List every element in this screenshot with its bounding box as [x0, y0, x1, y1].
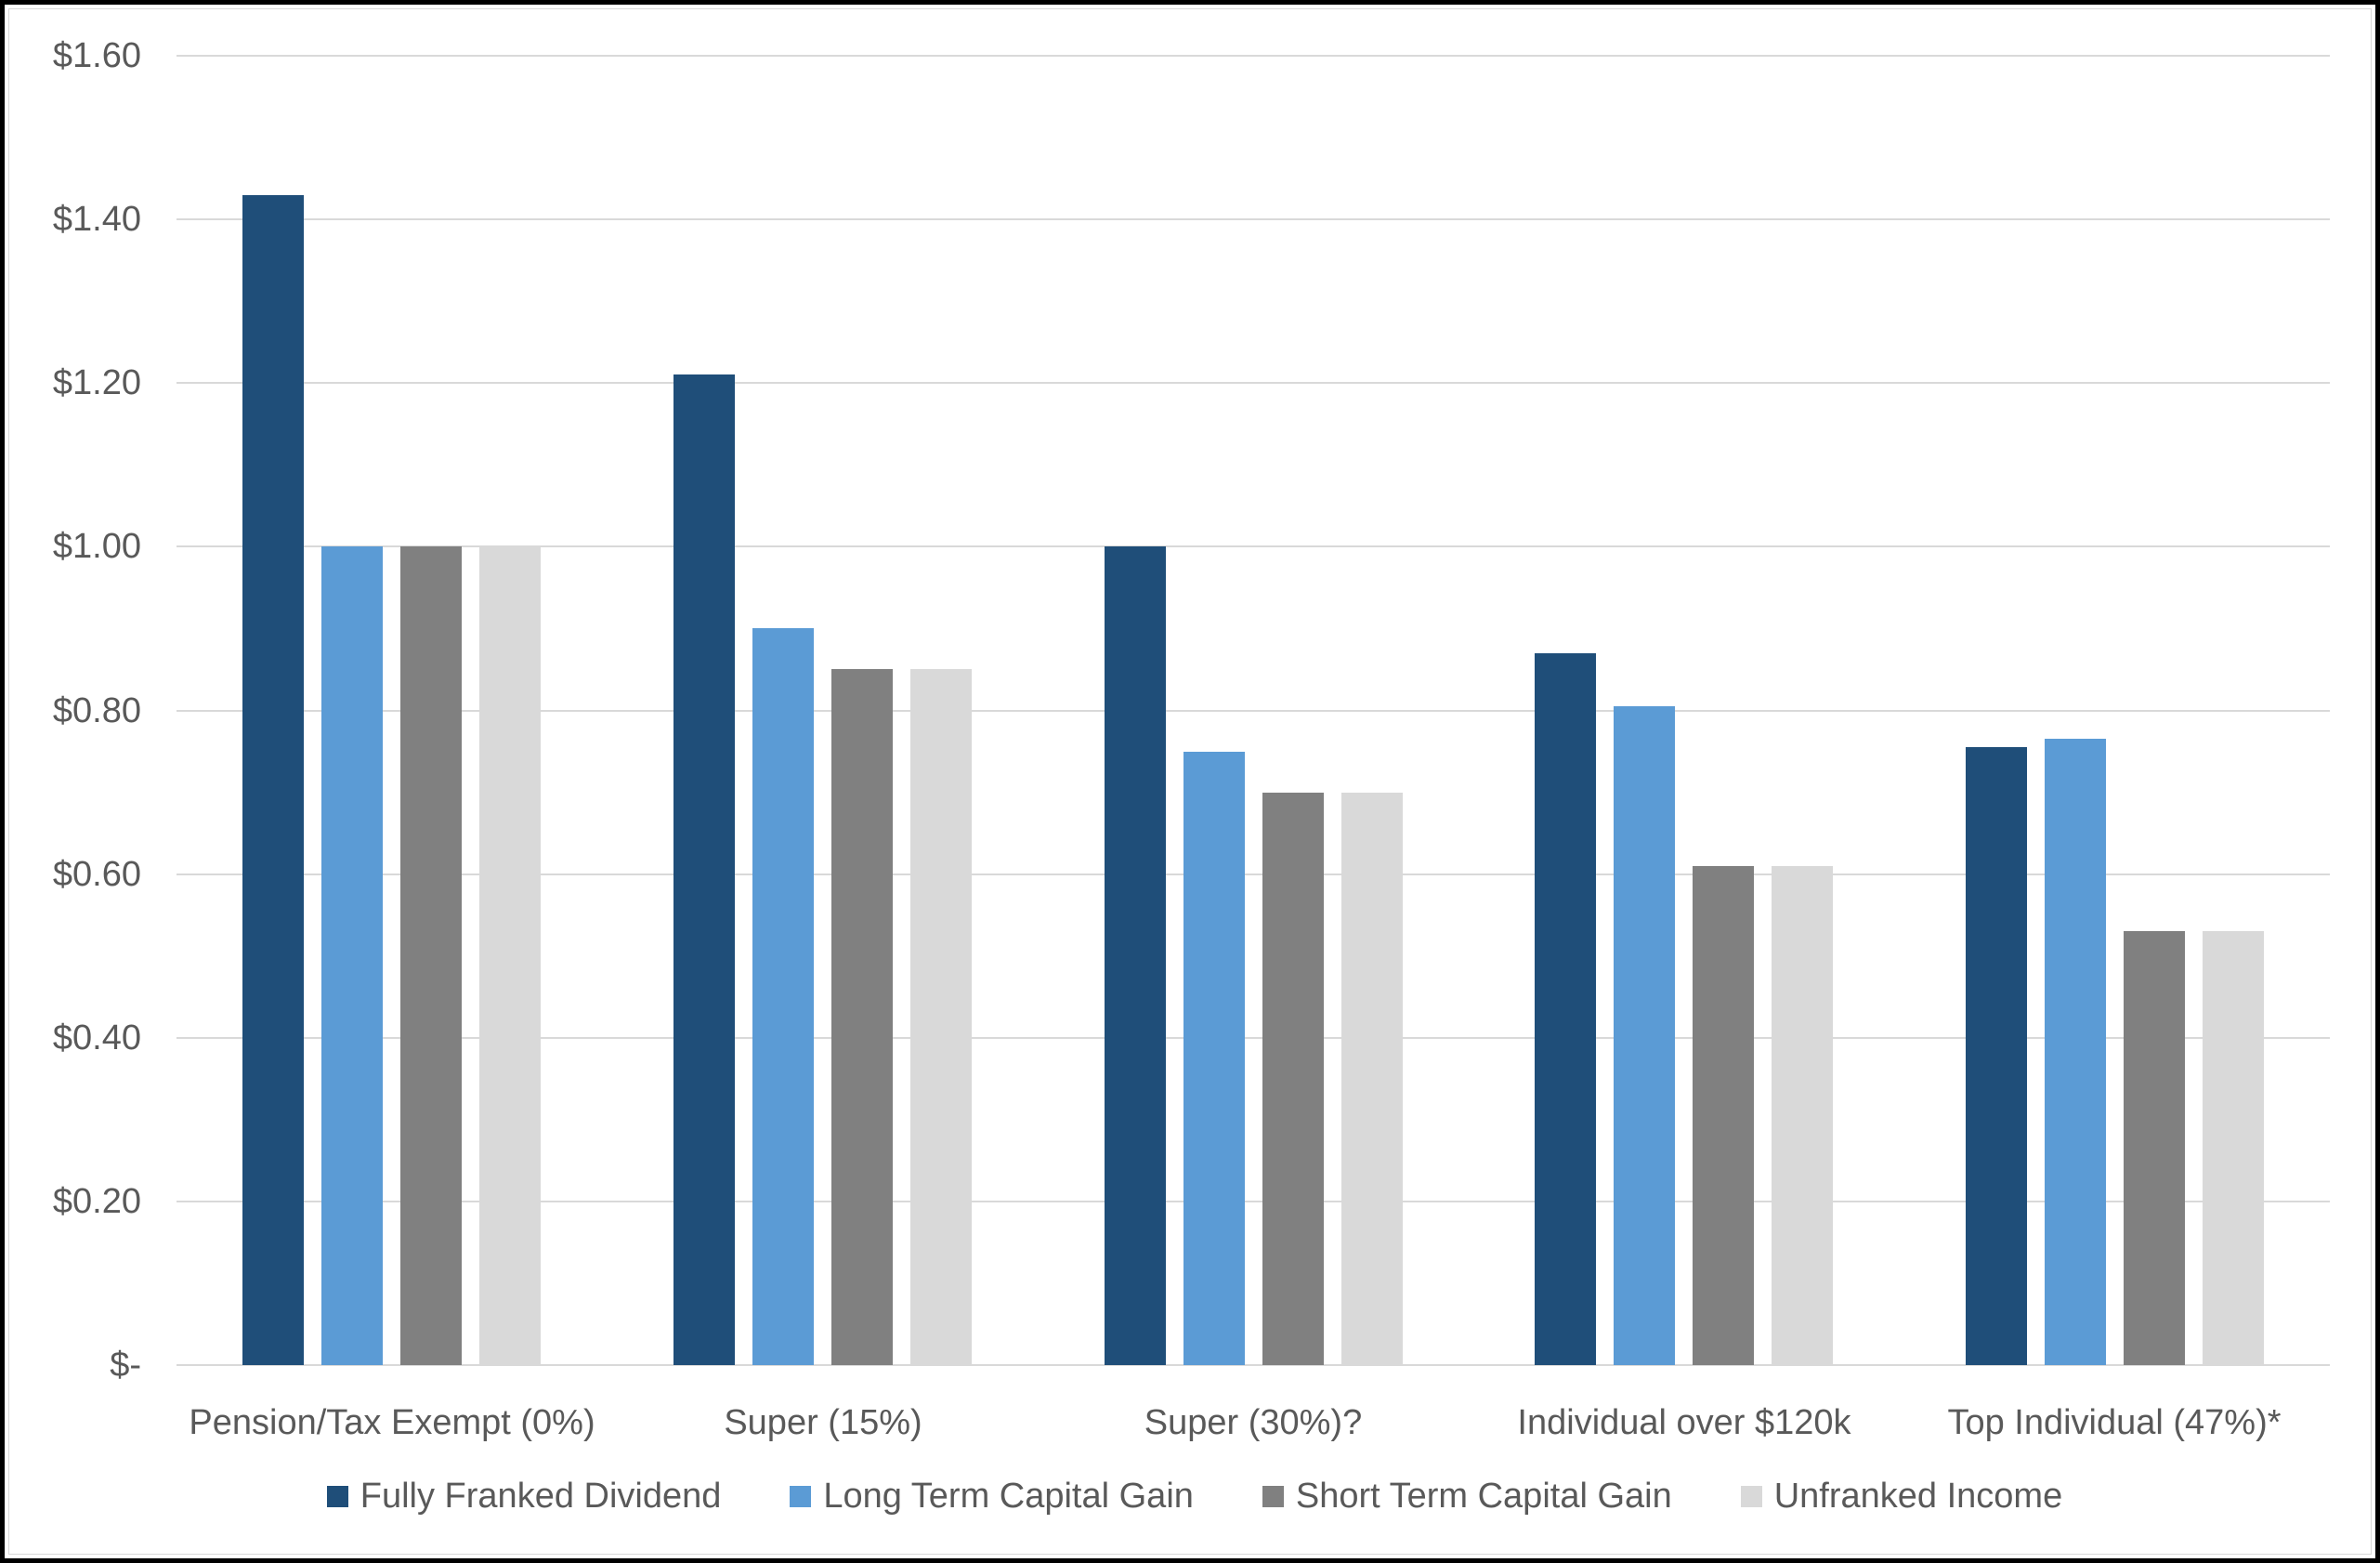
- gridline: [177, 382, 2330, 385]
- category-label-super-15: Super (15%): [724, 1403, 922, 1442]
- bar-long-term-capital-gain-individual-over-120k: [1614, 706, 1675, 1365]
- gridline: [177, 1364, 2330, 1366]
- plot-area: [177, 55, 2330, 1366]
- y-tick-label: $0.40: [52, 1018, 141, 1057]
- gridline: [177, 218, 2330, 221]
- bar-unfranked-income-pension-tax-exempt-0: [479, 546, 541, 1365]
- legend-marker-icon: [790, 1486, 812, 1507]
- category-label-top-individual-47: Top Individual (47%)*: [1947, 1403, 2282, 1442]
- gridline: [177, 55, 2330, 57]
- legend-item-fully-franked-dividend: Fully Franked Dividend: [326, 1477, 722, 1517]
- legend-marker-icon: [1740, 1486, 1762, 1507]
- legend-item-long-term-capital-gain: Long Term Capital Gain: [790, 1477, 1194, 1517]
- y-tick-label: $0.60: [52, 855, 141, 894]
- bar-unfranked-income-top-individual-47: [2203, 931, 2264, 1365]
- bar-fully-franked-dividend-super-30: [1105, 546, 1166, 1365]
- bar-fully-franked-dividend-super-15: [673, 374, 735, 1365]
- y-tick-label: $1.40: [52, 200, 141, 239]
- bar-short-term-capital-gain-top-individual-47: [2124, 931, 2185, 1365]
- gridline: [177, 873, 2330, 875]
- bar-long-term-capital-gain-pension-tax-exempt-0: [321, 546, 383, 1365]
- gridline: [177, 545, 2330, 548]
- legend: Fully Franked Dividend Long Term Capital …: [5, 1477, 2380, 1517]
- bar-short-term-capital-gain-individual-over-120k: [1693, 866, 1754, 1365]
- bar-fully-franked-dividend-individual-over-120k: [1535, 653, 1596, 1365]
- category-label-pension-tax-exempt-0: Pension/Tax Exempt (0%): [189, 1403, 595, 1442]
- legend-label: Short Term Capital Gain: [1295, 1477, 1672, 1516]
- legend-marker-icon: [1262, 1486, 1284, 1507]
- gridline: [177, 1200, 2330, 1202]
- legend-marker-icon: [326, 1486, 348, 1507]
- bar-fully-franked-dividend-pension-tax-exempt-0: [242, 195, 304, 1365]
- category-label-super-30: Super (30%)?: [1144, 1403, 1363, 1442]
- category-label-individual-over-120k: Individual over $120k: [1517, 1403, 1851, 1442]
- bar-long-term-capital-gain-super-30: [1183, 752, 1245, 1365]
- y-tick-label: $1.20: [52, 363, 141, 402]
- bar-unfranked-income-super-15: [910, 669, 972, 1365]
- bar-long-term-capital-gain-super-15: [752, 628, 814, 1365]
- gridline: [177, 709, 2330, 712]
- bar-long-term-capital-gain-top-individual-47: [2045, 739, 2106, 1365]
- gridline: [177, 1036, 2330, 1039]
- legend-label: Long Term Capital Gain: [823, 1477, 1194, 1516]
- bar-unfranked-income-super-30: [1341, 793, 1403, 1365]
- bar-short-term-capital-gain-super-15: [831, 669, 893, 1365]
- bar-short-term-capital-gain-super-30: [1262, 793, 1324, 1365]
- y-tick-label: $-: [110, 1346, 141, 1385]
- y-tick-label: $1.60: [52, 36, 141, 75]
- y-tick-label: $0.80: [52, 691, 141, 730]
- legend-label: Fully Franked Dividend: [360, 1477, 722, 1516]
- y-tick-label: $0.20: [52, 1182, 141, 1221]
- legend-item-unfranked-income: Unfranked Income: [1740, 1477, 2063, 1517]
- bar-fully-franked-dividend-top-individual-47: [1966, 747, 2027, 1365]
- bar-unfranked-income-individual-over-120k: [1772, 866, 1833, 1365]
- y-tick-label: $1.00: [52, 527, 141, 566]
- legend-item-short-term-capital-gain: Short Term Capital Gain: [1262, 1477, 1672, 1517]
- legend-label: Unfranked Income: [1773, 1477, 2063, 1516]
- bar-short-term-capital-gain-pension-tax-exempt-0: [400, 546, 462, 1365]
